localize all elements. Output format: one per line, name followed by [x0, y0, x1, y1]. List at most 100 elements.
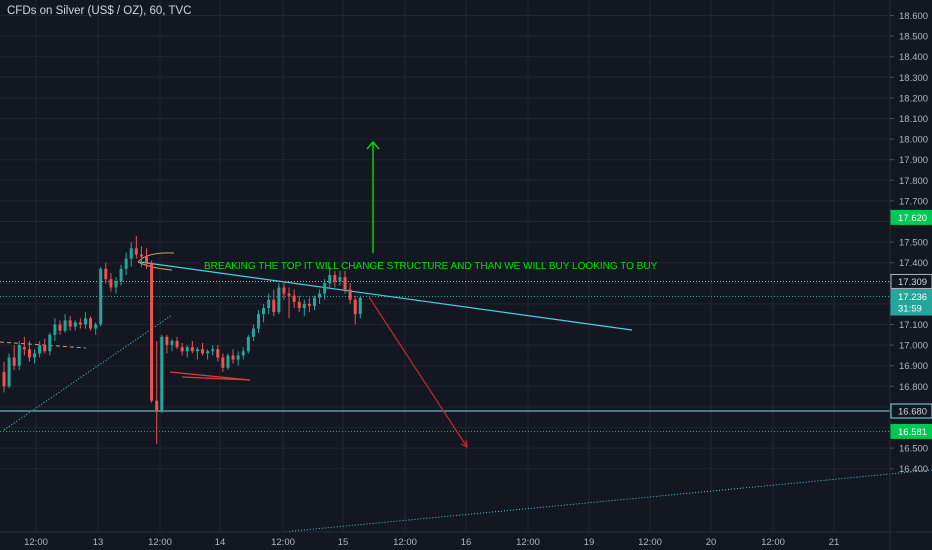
candle-body [7, 357, 11, 387]
x-tick-label: 19 [584, 537, 595, 548]
candle [33, 349, 37, 364]
red-trendline-lower [181, 376, 251, 381]
y-tick-label: 18.000 [899, 135, 928, 146]
candle [68, 316, 72, 331]
candle [211, 345, 215, 356]
y-tick-label: 17.500 [899, 238, 928, 249]
y-tick-label: 18.500 [899, 32, 928, 43]
candle-body [104, 268, 108, 280]
candle [7, 353, 11, 389]
candle [231, 349, 235, 364]
candle-body [63, 320, 67, 331]
candle [134, 235, 138, 259]
candle [78, 318, 82, 329]
candle [124, 252, 128, 276]
y-tick-label: 16.400 [899, 464, 928, 475]
candle [226, 353, 230, 370]
horizontal-levels [0, 280, 890, 432]
candle-body [292, 295, 296, 302]
y-tick-label: 17.800 [899, 176, 928, 187]
candle-body [2, 371, 6, 387]
x-tick-label: 13 [93, 537, 104, 548]
candle [312, 295, 316, 311]
candle-body [297, 301, 301, 309]
candle-body [170, 340, 174, 346]
candle [145, 248, 149, 269]
candle [328, 266, 332, 290]
candle-body [241, 351, 245, 356]
candle [297, 295, 301, 313]
candle-body [185, 347, 189, 352]
candle-body [287, 293, 291, 296]
annotation-text: BREAKING THE TOP IT WILL CHANGE STRUCTUR… [204, 261, 658, 272]
candle-body [38, 345, 42, 354]
candle-body [262, 308, 266, 315]
candle-body [43, 345, 47, 352]
candle-body [343, 277, 347, 290]
time-axis[interactable]: 12:00 13 12:00 14 12:00 15 12:00 16 12:00 19 12:00… [0, 531, 932, 548]
candle-body [246, 336, 250, 352]
candle-body [89, 318, 93, 329]
candle [333, 270, 337, 288]
candle [150, 260, 154, 403]
candle-body [251, 328, 255, 337]
candle-body [27, 349, 31, 358]
candle [251, 324, 255, 341]
candle-body [216, 349, 220, 358]
y-tick-label: 17.400 [899, 258, 928, 269]
candle-body [94, 324, 98, 329]
price-label: 16.680 [890, 403, 932, 419]
y-tick-label: 17.700 [899, 196, 928, 207]
candle [185, 345, 189, 358]
candle [63, 314, 67, 333]
candle-body [333, 275, 337, 282]
green-arrow-head [366, 140, 380, 150]
candle [257, 310, 260, 333]
price-label-text: 17.620 [898, 213, 927, 224]
candle [195, 347, 199, 360]
candle [246, 334, 250, 354]
candle-body [318, 293, 322, 298]
candle [180, 343, 184, 356]
candle-body [190, 347, 194, 352]
x-tick-label: 12:00 [24, 537, 48, 548]
x-tick-label: 12:00 [148, 537, 172, 548]
x-tick-label: 12:00 [271, 537, 295, 548]
red-arrow-head [460, 439, 468, 449]
candle-body [282, 287, 286, 294]
candle-body [155, 400, 159, 412]
price-label-text: 17.309 [898, 277, 927, 288]
candle [272, 289, 276, 317]
candle-body [338, 277, 342, 282]
candle-body [358, 297, 362, 315]
candle-body [78, 322, 82, 325]
x-tick-label: 20 [706, 537, 717, 548]
candle [38, 340, 42, 358]
x-tick-label: 16 [461, 537, 472, 548]
y-tick-label: 16.900 [899, 361, 928, 372]
candle-body [114, 281, 118, 288]
orange-dashed-line [0, 341, 87, 349]
candle-body [68, 320, 72, 327]
support-dotted-bottom [282, 469, 932, 533]
candle [109, 273, 113, 292]
price-label-text: 17.236 [898, 292, 927, 303]
wedge-top-trendline [139, 261, 633, 331]
price-label-text: 16.581 [898, 427, 927, 438]
x-tick-label: 12:00 [393, 537, 417, 548]
y-tick-label: 16.500 [899, 444, 928, 455]
candle-body [323, 283, 327, 294]
price-label-box [890, 209, 932, 225]
candle [165, 334, 169, 354]
y-tick-label: 18.600 [899, 11, 928, 22]
candle-body [83, 318, 87, 325]
candle [175, 336, 179, 350]
candle [94, 322, 98, 335]
candle [323, 279, 327, 300]
y-tick-label: 17.100 [899, 320, 928, 331]
y-tick-label: 18.100 [899, 114, 928, 125]
candle [104, 262, 108, 284]
candle [58, 320, 62, 335]
